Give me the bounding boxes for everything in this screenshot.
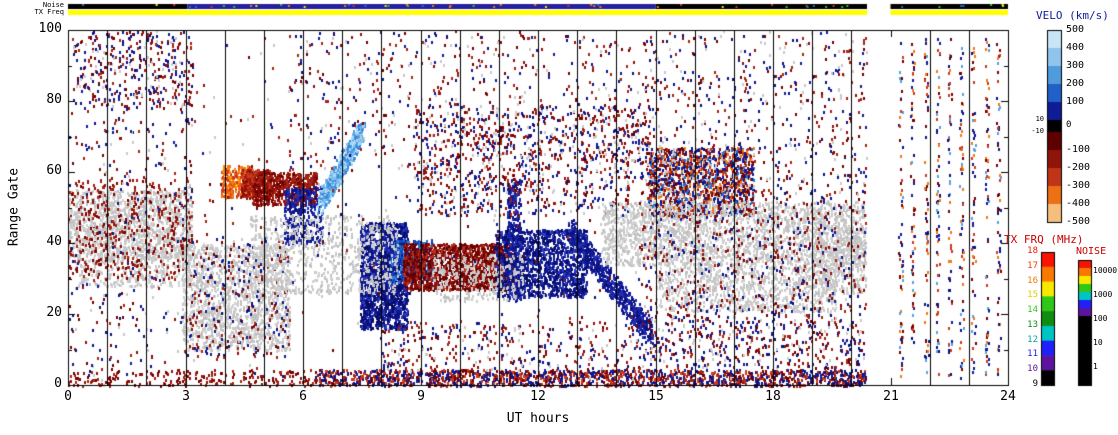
y-axis-title: Range Gate [6,167,22,247]
noise-tick-label: 10 [1093,338,1103,347]
tx-freq-tick-label: 16 [1027,276,1038,286]
y-tick-label: 80 [46,92,62,107]
noise-tick-label: 10000 [1093,266,1118,275]
x-tick-label: 18 [765,389,781,404]
velocity-tick-label: 400 [1066,42,1085,53]
velocity-tick-label: -200 [1066,162,1091,173]
y-tick-label: 40 [46,234,62,249]
tx-freq-tick-label: 13 [1027,320,1038,330]
noise-tick-label: 100 [1093,314,1108,323]
x-axis-title: UT hours [506,411,570,426]
tx-freq-tick-label: 14 [1027,305,1038,315]
y-tick-label: 20 [46,305,62,320]
y-tick-label: 60 [46,163,62,178]
tx-freq-tick-label: 15 [1027,290,1038,300]
y-tick-label: 100 [38,21,62,36]
x-tick-label: 9 [417,389,425,404]
tx-freq-tick-label: 17 [1027,261,1038,271]
velocity-tick-label: 200 [1066,78,1085,89]
tx-freq-tick-label: 10 [1027,364,1038,374]
velocity-tick-label: -400 [1066,198,1091,209]
tx-freq-scale-title: TX FRQ (MHz) [1004,233,1084,246]
velocity-tick-label: 0 [1066,120,1072,130]
velocity-tick-label: 300 [1066,60,1085,71]
tx-freq-strip-label: TX Freq [34,8,64,16]
velocity-tick-label: 500 [1066,24,1085,35]
noise-tick-label: 1000 [1093,290,1113,299]
noise-strip-label: Noise [42,1,64,9]
velocity-tick-label: -100 [1066,144,1091,155]
velocity-tick-label-small: -10 [1031,127,1044,135]
tx-freq-tick-label: 9 [1032,379,1038,389]
tx-freq-tick-label: 18 [1027,246,1038,256]
x-tick-label: 0 [64,389,72,404]
velocity-tick-label-small: 10 [1035,115,1044,123]
y-tick-label: 0 [54,376,62,391]
tx-freq-tick-label: 12 [1027,335,1038,345]
tx-freq-tick-label: 11 [1027,349,1038,359]
x-tick-label: 15 [648,389,664,404]
noise-tick-label: 1 [1093,362,1098,371]
x-tick-label: 24 [1000,389,1016,404]
x-tick-label: 6 [299,389,307,404]
velocity-tick-label: 100 [1066,96,1085,107]
velocity-tick-label: -500 [1066,216,1091,227]
velocity-tick-label: -300 [1066,180,1091,191]
x-tick-label: 21 [883,389,899,404]
noise-scale-title: NOISE [1076,246,1107,257]
velocity-scale-title: VELO (km/s) [1036,9,1109,22]
x-tick-label: 12 [530,389,546,404]
x-tick-label: 3 [182,389,190,404]
